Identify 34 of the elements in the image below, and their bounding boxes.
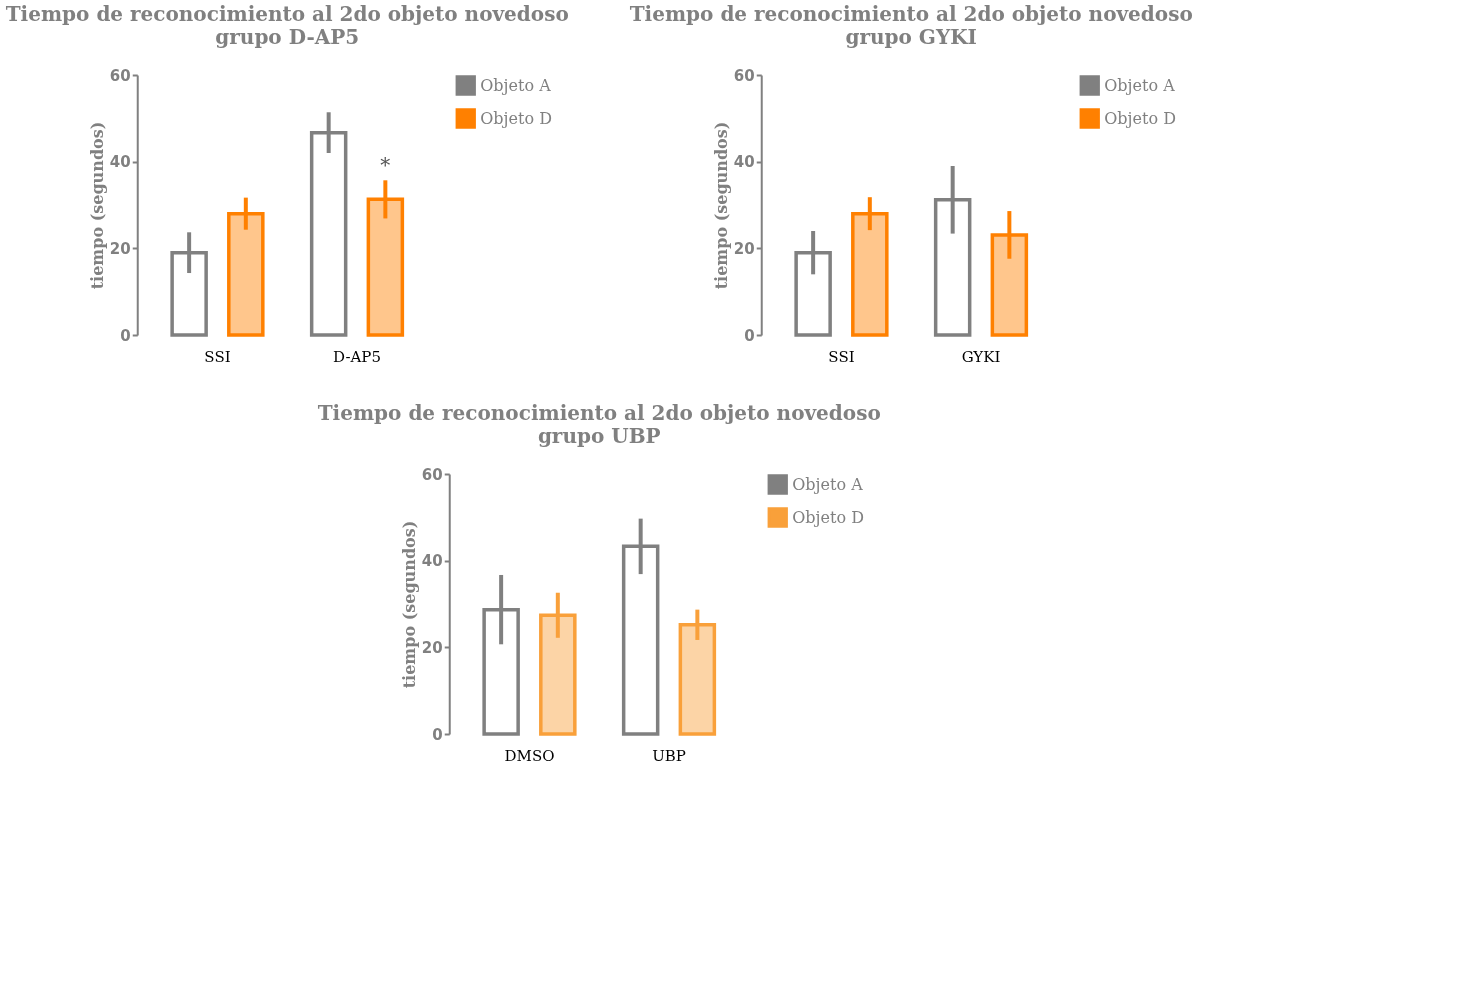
chart-title: Tiempo de reconocimiento al 2do objeto novedoso — [317, 401, 881, 425]
chart-subtitle: grupo UBP — [537, 424, 661, 448]
legend-label: Objeto A — [480, 75, 552, 95]
chart-subtitle: grupo D-AP5 — [215, 25, 360, 49]
x-tick-label: UBP — [652, 746, 686, 765]
y-axis-title: tiempo (segundos) — [87, 121, 107, 290]
y-tick-label: 0 — [432, 725, 443, 744]
y-tick-label: 20 — [109, 239, 131, 258]
annotation: * — [380, 153, 391, 178]
legend-label: Objeto D — [792, 507, 865, 527]
y-tick-label: 40 — [109, 153, 131, 172]
chart-title: Tiempo de reconocimiento al 2do objeto novedoso — [5, 2, 569, 26]
legend-label: Objeto D — [480, 108, 553, 128]
chart-subtitle: grupo GYKI — [845, 25, 977, 49]
y-tick-label: 20 — [421, 638, 443, 657]
y-axis-title: tiempo (segundos) — [399, 520, 419, 689]
legend-label: Objeto D — [1104, 108, 1177, 128]
x-tick-label: SSI — [828, 347, 855, 366]
y-tick-label: 60 — [109, 66, 131, 85]
y-tick-label: 60 — [421, 465, 443, 484]
y-tick-label: 0 — [744, 326, 755, 345]
x-tick-label: GYKI — [961, 347, 1001, 366]
x-tick-label: SSI — [204, 347, 231, 366]
y-tick-label: 40 — [421, 552, 443, 571]
y-tick-label: 20 — [733, 239, 755, 258]
legend-label: Objeto A — [1104, 75, 1176, 95]
y-tick-label: 40 — [733, 153, 755, 172]
x-tick-label: DMSO — [504, 746, 555, 765]
y-tick-label: 0 — [120, 326, 131, 345]
y-tick-label: 60 — [733, 66, 755, 85]
y-axis-title: tiempo (segundos) — [711, 121, 731, 290]
legend-label: Objeto A — [792, 474, 864, 494]
x-tick-label: D-AP5 — [333, 347, 381, 366]
chart-title: Tiempo de reconocimiento al 2do objeto novedoso — [629, 2, 1193, 26]
